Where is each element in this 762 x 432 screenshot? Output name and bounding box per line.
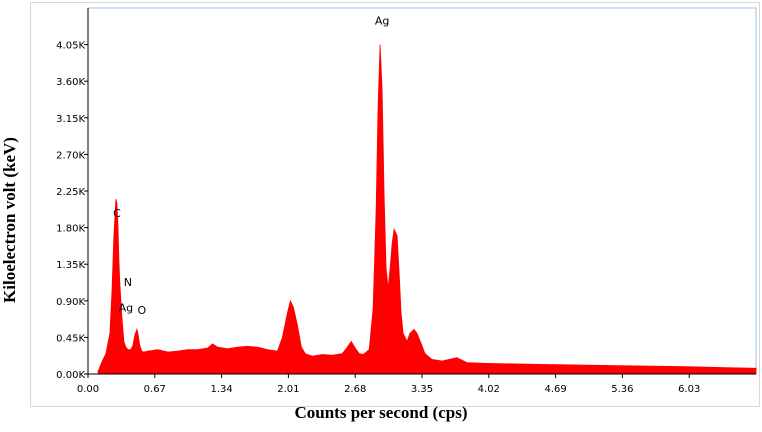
x-tick-label: 4.69 — [544, 384, 566, 395]
y-tick-label: 3.15K — [56, 114, 85, 125]
x-tick-label: 5.36 — [611, 384, 633, 395]
y-tick-label: 2.70K — [56, 150, 85, 161]
plot-area-border — [87, 7, 757, 375]
peak-label: Ag — [119, 301, 134, 314]
spectrum-series-0 — [97, 44, 757, 375]
x-tick-label: 4.02 — [478, 384, 500, 395]
x-axis-label: Counts per second (cps) — [294, 403, 468, 422]
peak-label: Ag — [375, 14, 390, 27]
y-tick-label: 1.80K — [56, 224, 85, 235]
x-tick-label: 1.34 — [210, 384, 232, 395]
peak-label: C — [113, 207, 121, 220]
x-tick-label: 2.68 — [344, 384, 366, 395]
y-tick-label: 0.00K — [56, 370, 85, 381]
peak-label: O — [138, 304, 147, 317]
x-tick-label: 2.01 — [277, 384, 299, 395]
y-axis-label: Kiloelectron volt (keV) — [0, 137, 19, 303]
x-tick-label: 0.00 — [77, 384, 99, 395]
y-tick-label: 2.25K — [56, 187, 85, 198]
x-tick-label: 3.35 — [411, 384, 433, 395]
y-tick-label: 0.90K — [56, 297, 85, 308]
x-tick-label: 0.67 — [144, 384, 166, 395]
y-tick-label: 3.60K — [56, 77, 85, 88]
y-tick-label: 4.05K — [56, 41, 85, 52]
y-tick-label: 1.35K — [56, 260, 85, 271]
peak-label: N — [124, 276, 132, 289]
plot-frame — [30, 2, 760, 407]
y-tick-label: 0.45K — [56, 333, 85, 344]
x-tick-label: 6.03 — [678, 384, 700, 395]
